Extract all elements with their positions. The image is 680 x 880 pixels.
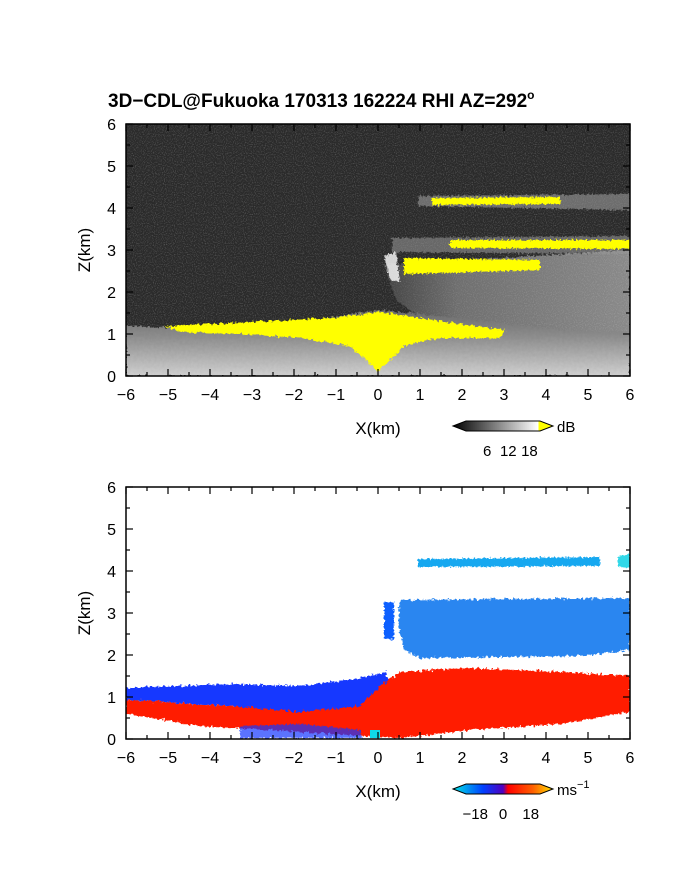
x-tick-label: 2: [458, 387, 467, 404]
x-tick-label: 0: [374, 750, 383, 767]
x-tick-label: −1: [327, 387, 345, 404]
y-tick-label: 2: [107, 648, 116, 665]
colorbar2-unit-base: ms: [557, 782, 577, 799]
x-tick-label: −4: [201, 387, 219, 404]
panel-velocity: [126, 487, 630, 739]
velocity-mid-layer: [398, 598, 630, 658]
velocity-xlabel: X(km): [355, 782, 400, 801]
x-tick-label: 5: [584, 750, 593, 767]
y-tick-label: 6: [107, 480, 116, 497]
reflectivity-yellow-bl: [165, 312, 505, 372]
velocity-low-blue-bottom: [240, 724, 362, 738]
x-tick-label: −2: [285, 387, 303, 404]
x-tick-label: −4: [201, 750, 219, 767]
y-tick-label: 3: [107, 606, 116, 623]
x-tick-label: 6: [626, 750, 635, 767]
x-tick-label: −5: [159, 750, 177, 767]
velocity-mid-fleck: [384, 602, 394, 640]
y-tick-label: 4: [107, 564, 116, 581]
colorbar-tick-label: 6: [483, 443, 491, 460]
x-tick-label: 4: [542, 750, 551, 767]
x-tick-label: −5: [159, 387, 177, 404]
title-degree-sup: o: [527, 88, 534, 102]
figure-title: 3D−CDL@Fukuoka 170313 162224 RHI AZ=292o: [108, 88, 535, 112]
colorbar1-unit: dB: [557, 419, 575, 436]
x-tick-label: 4: [542, 387, 551, 404]
x-tick-label: −6: [117, 750, 135, 767]
velocity-colorbar: ms−1 −18 0 18: [451, 779, 590, 823]
reflectivity-colorbar: dB 6 12 18: [451, 419, 575, 460]
colorbar1-ticks: 6 12 18: [483, 443, 538, 460]
y-tick-label: 1: [107, 690, 116, 707]
y-tick-label: 5: [107, 159, 116, 176]
colorbar-tick-label: 12: [500, 443, 517, 460]
x-tick-label: −6: [117, 387, 135, 404]
y-tick-label: 1: [107, 327, 116, 344]
reflectivity-yellow-wedge: [384, 252, 400, 282]
reflectivity-yellow-3: [450, 240, 630, 249]
velocity-cyan-fleck: [370, 730, 380, 738]
colorbar-tick-label: −18: [463, 806, 488, 823]
x-tick-label: 5: [584, 387, 593, 404]
x-tick-label: 3: [500, 750, 509, 767]
x-tick-label: 3: [500, 387, 509, 404]
colorbar-tick-label: 18: [521, 443, 538, 460]
y-tick-label: 0: [107, 369, 116, 386]
velocity-ticks: −6 −5 −4 −3 −2 −1 0 1 2 3 4 5 6 0 1 2 3 4 5 6: [107, 480, 634, 767]
reflectivity-yellow-2-6: [404, 258, 540, 274]
reflectivity-yellow-4: [432, 197, 560, 205]
colorbar2-unit: ms−1: [557, 779, 590, 799]
colorbar2-unit-exp: −1: [577, 779, 590, 791]
velocity-low-red: [126, 668, 630, 738]
x-tick-label: 0: [374, 387, 383, 404]
x-tick-label: 2: [458, 750, 467, 767]
y-tick-label: 5: [107, 522, 116, 539]
x-tick-label: −2: [285, 750, 303, 767]
y-tick-label: 2: [107, 285, 116, 302]
x-tick-label: −1: [327, 750, 345, 767]
velocity-upper-right-fleck: [618, 554, 630, 568]
reflectivity-ylabel: Z(km): [75, 228, 94, 272]
x-tick-label: 1: [416, 387, 425, 404]
reflectivity-xlabel: X(km): [355, 419, 400, 438]
reflectivity-ticks: −6 −5 −4 −3 −2 −1 0 1 2 3 4 5 6 0 1 2 3 4 5 6: [107, 117, 634, 404]
y-tick-label: 0: [107, 732, 116, 749]
colorbar-tick-label: 0: [499, 806, 507, 823]
velocity-ylabel: Z(km): [75, 591, 94, 635]
x-tick-label: −3: [243, 750, 261, 767]
velocity-upper-layer: [418, 557, 600, 567]
colorbar2-ticks: −18 0 18: [463, 806, 540, 823]
y-tick-label: 3: [107, 243, 116, 260]
panel-reflectivity: [126, 124, 630, 376]
y-tick-label: 4: [107, 201, 116, 218]
x-tick-label: 1: [416, 750, 425, 767]
colorbar1-bar: [451, 420, 555, 432]
x-tick-label: −3: [243, 387, 261, 404]
y-tick-label: 6: [107, 117, 116, 134]
colorbar2-bar: [451, 783, 555, 795]
colorbar-tick-label: 18: [522, 806, 539, 823]
velocity-low-blue: [126, 672, 392, 716]
x-tick-label: 6: [626, 387, 635, 404]
